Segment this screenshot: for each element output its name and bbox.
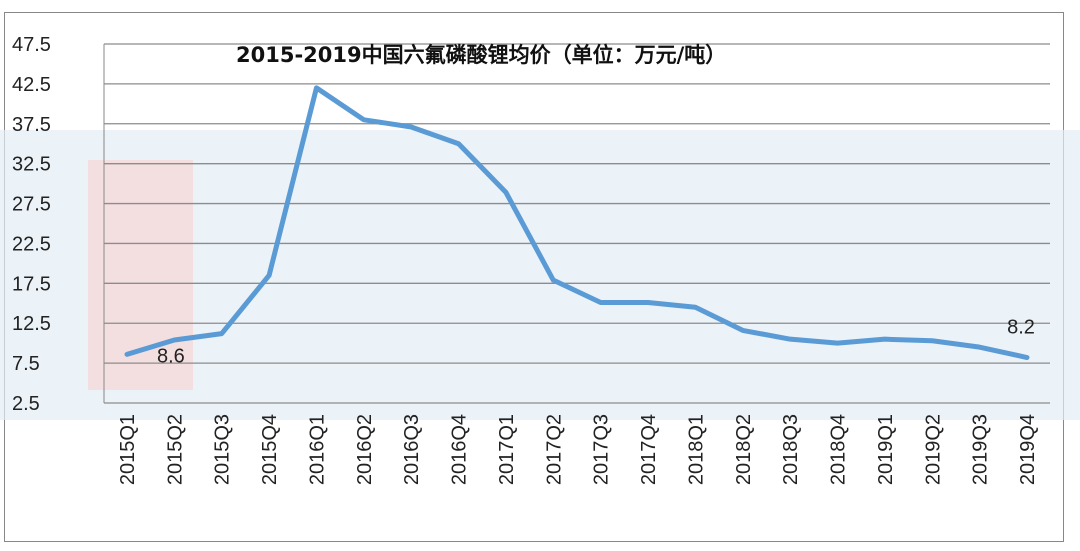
x-tick-label: 2017Q3 [591, 414, 613, 485]
x-tick-label: 2017Q1 [496, 414, 518, 485]
series-line [124, 85, 1030, 361]
x-tick-label: 2019Q3 [970, 414, 992, 485]
data-label: 8.6 [157, 345, 185, 367]
y-tick-label: 27.5 [12, 194, 51, 216]
y-tick-label: 2.5 [12, 393, 40, 415]
x-tick-label: 2019Q1 [875, 414, 897, 485]
y-tick-label: 12.5 [12, 313, 51, 335]
x-tick-label: 2018Q1 [685, 414, 707, 485]
x-tick-label: 2017Q2 [543, 414, 565, 485]
x-tick-label: 2016Q1 [306, 414, 328, 485]
y-tick-label: 47.5 [12, 34, 51, 56]
x-tick-label: 2015Q2 [164, 414, 186, 485]
x-tick-label: 2016Q2 [354, 414, 376, 485]
x-tick-label: 2015Q4 [259, 414, 281, 485]
y-tick-label: 32.5 [12, 154, 51, 176]
x-tick-label: 2019Q4 [1017, 414, 1039, 485]
chart-title: 2015-2019中国六氟磷酸锂均价（单位：万元/吨） [236, 43, 726, 67]
x-tick-label: 2016Q4 [449, 414, 471, 485]
y-tick-label: 17.5 [12, 273, 51, 295]
x-tick-label: 2018Q3 [780, 414, 802, 485]
x-tick-label: 2016Q3 [401, 414, 423, 485]
x-tick-label: 2017Q4 [638, 414, 660, 485]
y-tick-label: 42.5 [12, 74, 51, 96]
y-tick-label: 37.5 [12, 114, 51, 136]
data-label: 8.2 [1007, 317, 1035, 339]
x-tick-label: 2015Q3 [212, 414, 234, 485]
x-tick-label: 2019Q2 [922, 414, 944, 485]
x-tick-label: 2018Q4 [828, 414, 850, 485]
y-tick-label: 7.5 [12, 353, 40, 375]
y-tick-label: 22.5 [12, 233, 51, 255]
x-tick-label: 2018Q2 [733, 414, 755, 485]
x-tick-label: 2015Q1 [117, 414, 139, 485]
